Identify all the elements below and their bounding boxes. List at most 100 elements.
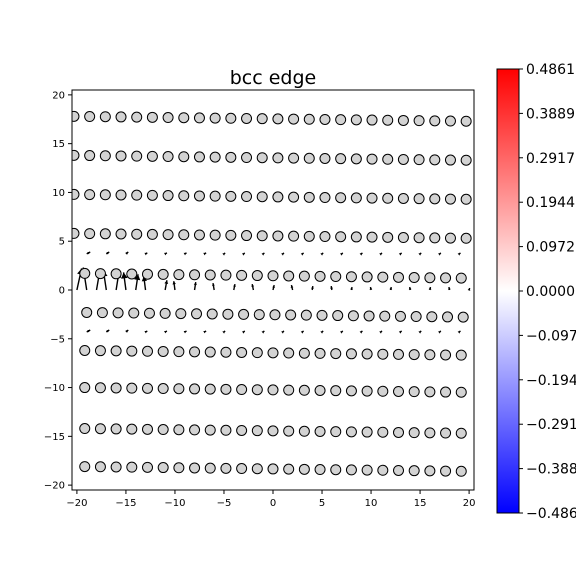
atom-marker — [350, 114, 362, 126]
displacement-arrow — [183, 330, 187, 334]
displacement-arrow — [86, 329, 91, 333]
atom-marker — [393, 464, 405, 476]
y-axis: 20 15 10 5 0 −5 −10 −15 −20 — [44, 90, 72, 492]
atom-marker — [319, 192, 331, 204]
atom-marker — [126, 423, 138, 435]
atom-marker — [335, 114, 347, 126]
y-tick-label: −15 — [44, 432, 65, 443]
atom-marker — [288, 152, 300, 164]
atom-marker — [393, 348, 405, 360]
atom-marker — [455, 465, 467, 477]
colorbar-tick-label: 0.4861 — [526, 62, 575, 78]
atom-marker — [316, 309, 328, 321]
atom-marker — [141, 423, 153, 435]
atom-marker — [377, 271, 389, 283]
atom-marker — [162, 190, 174, 202]
displacement-arrow — [418, 252, 422, 256]
x-tick-label: 0 — [270, 498, 276, 509]
atom-marker — [298, 463, 310, 475]
displacement-arrow — [222, 252, 226, 256]
atom-marker — [189, 383, 201, 395]
atom-marker — [193, 229, 205, 241]
atom-marker — [361, 464, 373, 476]
atom-marker — [112, 307, 124, 319]
atom-marker — [251, 425, 263, 437]
x-tick-label: 20 — [463, 498, 476, 509]
atom-marker — [84, 189, 96, 201]
displacement-arrow — [193, 282, 197, 291]
atom-marker — [241, 152, 253, 164]
atom-marker — [335, 231, 347, 243]
displacement-arrow — [105, 251, 110, 255]
atom-marker — [209, 151, 221, 163]
displacement-arrow — [222, 330, 226, 334]
atom-marker — [253, 309, 265, 321]
atom-marker — [424, 272, 436, 284]
atom-marker — [157, 424, 169, 436]
colorbar: 0.4861 0.3889 0.2917 0.1944 0.0972 0.0000 −0.0… — [496, 62, 576, 522]
atom-marker — [397, 232, 409, 244]
atom-marker — [79, 344, 91, 356]
atom-marker — [283, 270, 295, 282]
atom-marker — [99, 111, 111, 123]
atom-marker — [157, 383, 169, 395]
displacement-arrow — [144, 330, 148, 334]
atom-marker — [131, 189, 143, 201]
displacement-arrow — [86, 251, 91, 255]
atom-marker — [382, 192, 394, 204]
displacement-arrow — [311, 285, 314, 291]
atom-marker — [256, 113, 268, 125]
atom-marker — [272, 152, 284, 164]
atom-marker — [413, 193, 425, 205]
atom-marker — [204, 383, 216, 395]
atom-marker — [397, 153, 409, 165]
atom-marker — [131, 111, 143, 123]
displacement-arrow — [457, 330, 461, 334]
atom-marker — [128, 307, 140, 319]
atom-marker — [350, 192, 362, 204]
atom-marker — [94, 461, 106, 473]
atom-marker — [413, 115, 425, 127]
atom-marker — [236, 269, 248, 281]
atom-marker — [408, 465, 420, 477]
y-tick-label: −20 — [44, 481, 65, 492]
atom-marker — [193, 190, 205, 202]
atom-marker — [366, 153, 378, 165]
atom-marker — [300, 309, 312, 321]
displacement-arrow — [438, 330, 442, 334]
displacement-arrow — [281, 252, 285, 256]
x-tick-label: −10 — [164, 498, 185, 509]
atom-marker — [157, 462, 169, 474]
atom-marker — [209, 190, 221, 202]
atom-marker — [72, 110, 80, 122]
atom-marker — [251, 347, 263, 359]
atom-marker — [330, 426, 342, 438]
y-tick-label: 15 — [52, 139, 65, 150]
atom-marker — [424, 349, 436, 361]
atom-marker — [298, 425, 310, 437]
atom-marker — [272, 113, 284, 125]
atom-marker — [345, 464, 357, 476]
atom-marker — [377, 426, 389, 438]
atom-marker — [440, 386, 452, 398]
atom-marker — [444, 193, 456, 205]
atom-marker — [110, 461, 122, 473]
atom-marker — [319, 231, 331, 243]
atom-marker — [178, 151, 190, 163]
atom-marker — [319, 152, 331, 164]
atom-marker — [256, 152, 268, 164]
atom-marker — [99, 228, 111, 240]
atom-marker — [220, 462, 232, 474]
displacement-arrow — [144, 252, 148, 256]
atom-marker — [126, 268, 138, 280]
atom-marker — [424, 427, 436, 439]
atom-marker — [220, 269, 232, 281]
colorbar-gradient — [496, 68, 520, 514]
atom-marker — [96, 307, 108, 319]
atom-marker — [72, 149, 80, 161]
displacement-arrow — [134, 274, 141, 291]
displacement-arrow — [125, 329, 129, 333]
atom-marker — [94, 345, 106, 357]
y-tick-label: 0 — [59, 286, 65, 297]
atom-marker — [382, 153, 394, 165]
